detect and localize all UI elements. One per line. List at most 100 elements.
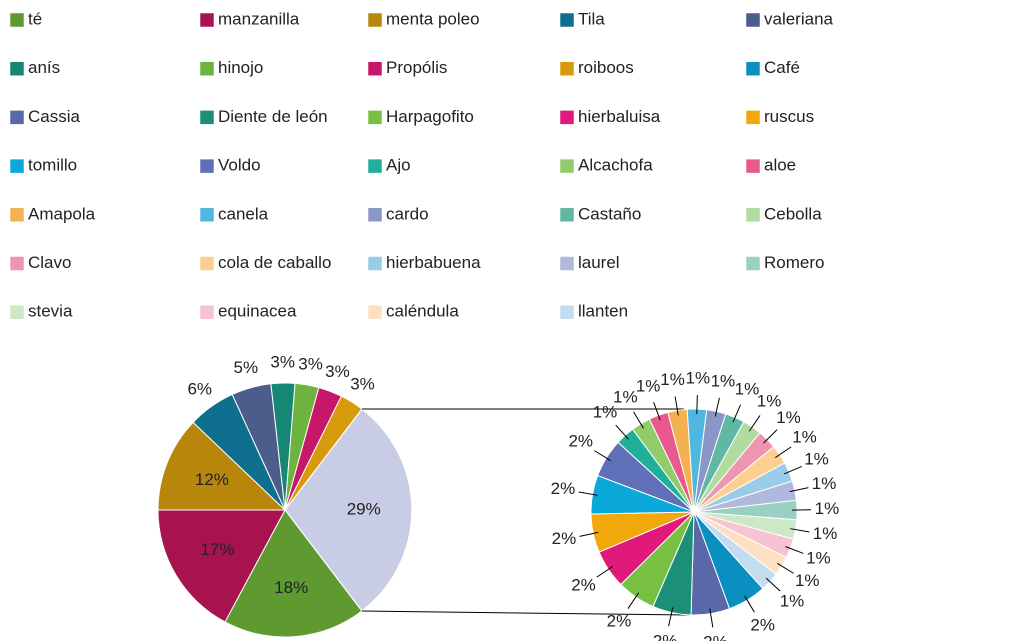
data-label: 2% (552, 529, 577, 548)
legend-label: roiboos (578, 58, 634, 77)
leader-line (783, 465, 802, 475)
legend-label: Castaño (578, 204, 641, 223)
legend-swatch (367, 207, 383, 223)
legend-swatch (559, 207, 575, 223)
leader-line (596, 566, 613, 578)
legend-label: ruscus (764, 107, 814, 126)
data-label: 1% (593, 403, 618, 422)
legend-swatch (745, 12, 761, 28)
data-label: 1% (795, 571, 820, 590)
legend-swatch (199, 304, 215, 320)
data-label: 17% (200, 540, 234, 559)
legend-swatch (745, 61, 761, 76)
data-label: 1% (660, 370, 685, 389)
legend-label: Tila (578, 9, 605, 28)
legend-swatch (559, 256, 575, 271)
legend-label: Clavo (28, 253, 71, 272)
legend-swatch (199, 207, 215, 223)
data-label: 12% (195, 470, 229, 489)
leader-line (714, 397, 720, 417)
data-label: 1% (757, 392, 782, 411)
data-label: 1% (735, 379, 760, 398)
leader-line (633, 411, 644, 429)
data-label: 3% (270, 353, 295, 372)
data-label: 1% (804, 450, 829, 469)
data-label: 5% (234, 358, 259, 377)
legend-label: canela (218, 204, 269, 223)
legend-label: stevia (28, 302, 73, 321)
leader-line (785, 546, 804, 554)
legend-swatch (559, 12, 575, 28)
connector (361, 610, 691, 616)
legend-swatch (199, 110, 215, 125)
legend-label: equinacea (218, 302, 297, 321)
leader-line (579, 531, 599, 537)
legend-label: tomillo (28, 156, 77, 175)
legend-label: Diente de león (218, 107, 328, 126)
pie-slice (157, 509, 286, 623)
legend-swatch (559, 61, 575, 76)
legend-label: cola de caballo (218, 253, 331, 272)
legend-swatch (9, 207, 25, 223)
legend-label: hinojo (218, 58, 263, 77)
legend-swatch (559, 304, 575, 320)
data-label: 1% (813, 524, 838, 543)
legend-label: hierbabuena (386, 253, 481, 272)
leader-line (744, 595, 755, 613)
other-slice (284, 407, 413, 613)
data-label: 2% (607, 611, 632, 630)
data-label: 18% (274, 578, 308, 597)
legend-swatch (367, 158, 383, 174)
data-label: 1% (806, 549, 831, 568)
data-label: 1% (812, 474, 837, 493)
legend-swatch (745, 110, 761, 125)
legend-label: Alcachofa (578, 156, 653, 175)
legend-swatch (9, 61, 25, 76)
leader-line (674, 396, 679, 416)
data-label: 2% (750, 615, 775, 634)
leader-line (765, 577, 781, 592)
data-label: 29% (347, 499, 381, 518)
legend-swatch (367, 61, 383, 76)
pie-slice (157, 421, 287, 511)
legend-swatch (559, 158, 575, 174)
leader-line (627, 592, 640, 609)
legend-label: Voldo (218, 156, 261, 175)
data-label: 6% (187, 380, 212, 399)
legend-swatch (9, 110, 25, 125)
leader-line (668, 607, 674, 627)
leader-line (732, 404, 742, 423)
data-label: 1% (711, 372, 736, 391)
leader-line (578, 491, 598, 496)
leader-line (789, 487, 809, 493)
data-label: 2% (571, 576, 596, 595)
legend-label: té (28, 9, 42, 28)
data-label: 1% (792, 427, 817, 446)
legend-label: Café (764, 58, 800, 77)
data-label: 1% (776, 408, 801, 427)
legend-swatch (367, 256, 383, 271)
legend-label: hierbaluisa (578, 107, 661, 126)
data-label: 3% (325, 362, 350, 381)
legend-label: menta poleo (386, 9, 480, 28)
leader-line (696, 395, 698, 415)
legend-label: cardo (386, 204, 429, 223)
legend-swatch (367, 304, 383, 320)
legend-label: Ajo (386, 156, 411, 175)
legend-label: manzanilla (218, 9, 300, 28)
leader-line (790, 528, 810, 533)
data-label: 2% (568, 432, 593, 451)
pie-slice (224, 509, 363, 638)
legend-swatch (199, 256, 215, 271)
data-label: 2% (653, 631, 678, 641)
legend-label: Romero (764, 253, 824, 272)
legend-swatch (559, 110, 575, 125)
legend-label: anís (28, 58, 60, 77)
leader-line (748, 415, 761, 432)
leader-line (709, 608, 714, 628)
legend-swatch (745, 256, 761, 271)
legend-label: Harpagofito (386, 107, 474, 126)
leader-line (594, 450, 611, 462)
leader-line (653, 402, 661, 421)
legend-swatch (9, 12, 25, 28)
